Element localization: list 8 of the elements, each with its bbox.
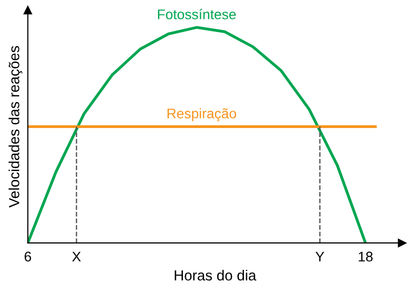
- x-tick-label: 6: [24, 252, 32, 262]
- series-label: Respiração: [168, 108, 236, 122]
- x-axis-title: Horas do dia: [174, 270, 256, 281]
- x-tick-label: X: [72, 252, 81, 262]
- x-tick-label: 18: [358, 252, 373, 262]
- series-label: Fotossíntese: [158, 8, 236, 20]
- x-tick-label: Y: [316, 252, 324, 262]
- y-axis-title: Velocidades das reações: [8, 46, 22, 208]
